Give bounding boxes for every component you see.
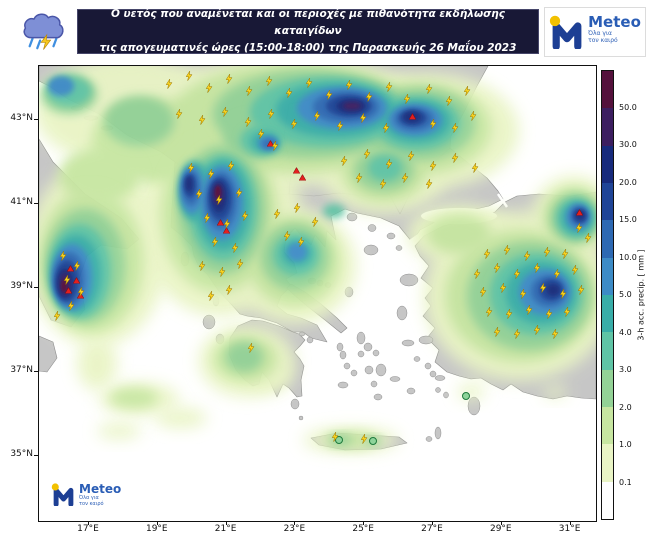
colorbar-segment — [602, 220, 613, 258]
rain-drops-icon — [28, 37, 58, 50]
colorbar-segment — [602, 369, 613, 407]
lat-tickmark — [34, 287, 38, 288]
lon-tickmark — [569, 521, 571, 525]
lat-tick-label: 41°N — [10, 197, 33, 207]
colorbar-tick-label: 1.0 — [619, 440, 632, 449]
lon-tick-label: 19°E — [145, 524, 168, 534]
colorbar-segment — [602, 71, 613, 109]
colorbar-tick-label: 50.0 — [619, 102, 637, 112]
lat-tick-label: 35°N — [10, 449, 33, 459]
precipitation-layer — [39, 66, 596, 452]
lon-tickmark — [432, 521, 433, 525]
yellow-dot-icon — [549, 15, 561, 27]
logo-tagline: Όλα για τον καιρό — [588, 30, 618, 45]
station-ring-markers — [335, 392, 470, 445]
lon-tick-label: 29°E — [489, 524, 512, 534]
map-area: Meteo Όλα για τον καιρό — [38, 65, 597, 522]
meteo-logo: Meteo Όλα για τον καιρό — [51, 483, 121, 507]
colorbar-segment — [602, 444, 613, 482]
colorbar-tick-label: 10.0 — [619, 252, 637, 262]
colorbar — [601, 70, 614, 520]
lon-tick-label: 23°E — [283, 524, 306, 534]
logo-tagline: Όλα για τον καιρό — [79, 495, 104, 507]
colorbar-segment — [602, 481, 613, 519]
lon-tickmark — [88, 521, 89, 525]
colorbar-label: 3-h acc. precip. [ mm ] — [636, 249, 646, 341]
lat-tickmark — [34, 455, 38, 456]
colorbar-tick-label: 5.0 — [619, 290, 632, 299]
lon-tick-label: 31°E — [558, 524, 581, 534]
banner-line2: τις απογευματινές ώρες (15:00-18:00) της… — [99, 41, 517, 54]
logo-name: Meteo — [79, 482, 122, 496]
colorbar-tick-label: 30.0 — [619, 140, 637, 149]
lat-tickmark — [34, 371, 38, 372]
lon-tick-label: 17°E — [77, 524, 99, 534]
lat-tickmark — [34, 119, 38, 120]
lat-tickmark — [34, 203, 38, 204]
colorbar-tick-label: 3.0 — [619, 365, 632, 374]
meteo-logo-watermark: Meteo Όλα για τον καιρό — [51, 483, 121, 507]
lon-tickmark — [225, 521, 227, 525]
storm-cloud-icon — [23, 13, 64, 50]
sicily — [39, 335, 58, 373]
colorbar-segment — [602, 108, 613, 146]
meteo-logo-header: Meteo Όλα για τον καιρό — [544, 7, 646, 57]
colorbar-tick-label: 15.0 — [619, 215, 637, 224]
colorbar-segment — [602, 406, 613, 445]
cloud-shape — [23, 13, 64, 39]
colorbar-segment — [602, 332, 613, 370]
meteo-m-icon — [549, 15, 582, 49]
lon-tick-label: 27°E — [421, 524, 443, 534]
lon-tickmark — [363, 521, 365, 525]
colorbar-segment — [602, 145, 613, 183]
meteo-m-icon — [51, 483, 74, 506]
banner-line1: Ο υετός που αναμένεται και οι περιοχές μ… — [110, 8, 506, 38]
colorbar-segment — [602, 182, 613, 221]
lon-tick-label: 21°E — [214, 524, 237, 534]
colorbar-tick-label: 0.1 — [619, 477, 632, 487]
colorbar-tick-label: 2.0 — [619, 402, 632, 412]
lightning-bolt-icon — [40, 33, 52, 50]
colorbar-segment — [602, 294, 613, 333]
lon-tickmark — [156, 521, 158, 525]
logo-name: Meteo — [588, 13, 641, 31]
lat-tick-label: 39°N — [10, 281, 33, 291]
title-banner: Ο υετός που αναμένεται και οι περιοχές μ… — [77, 8, 539, 54]
precipitation-map — [39, 66, 596, 521]
meteo-logo: Meteo Όλα για τον καιρό — [549, 15, 641, 49]
lon-tick-label: 25°E — [352, 524, 374, 534]
lon-tickmark — [500, 521, 502, 525]
lat-tick-label: 37°N — [10, 365, 33, 375]
colorbar-segment — [602, 257, 613, 295]
lon-tickmark — [294, 521, 296, 525]
colorbar-tick-label: 20.0 — [619, 177, 637, 187]
colorbar-tick-label: 4.0 — [619, 327, 632, 337]
lat-tick-label: 43°N — [10, 113, 33, 123]
yellow-dot-icon — [51, 483, 59, 491]
